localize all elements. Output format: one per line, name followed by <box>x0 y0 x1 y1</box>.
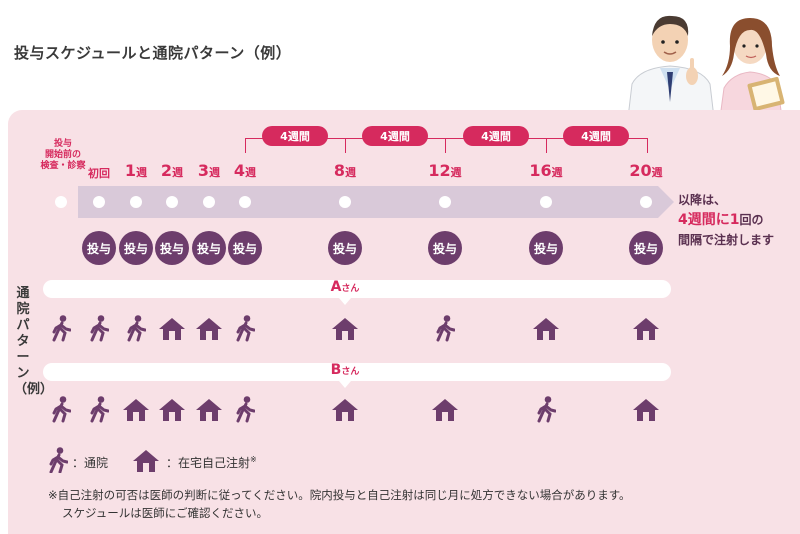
house-icon <box>633 318 659 340</box>
admin-badge: 投与 <box>228 231 262 265</box>
interval-label: 4週間 <box>262 126 328 146</box>
pre-exam-label: 投与 開始前の 検査・診察 <box>40 139 86 171</box>
house-icon <box>123 399 149 421</box>
interval-label: 4週間 <box>463 126 529 146</box>
week-label-4: 4週 <box>233 161 257 180</box>
walking-person-icon <box>236 315 255 342</box>
walking-person-icon <box>127 315 146 342</box>
visit-pattern-label: 通院パターン（例） <box>14 286 53 397</box>
week-label-3: 3週 <box>197 161 221 180</box>
timeline-dot <box>540 196 552 208</box>
timeline-dot <box>640 196 652 208</box>
house-icon <box>196 318 222 340</box>
week-label-8: 8週 <box>333 161 357 180</box>
admin-badge: 投与 <box>629 231 663 265</box>
walking-person-icon <box>52 315 71 342</box>
after-note: 以降は、 4週間に1回の 間隔で注射します <box>678 193 775 247</box>
patient-b-notch <box>339 381 351 388</box>
week-label-16: 16週 <box>529 161 563 180</box>
timeline-dot <box>166 196 178 208</box>
timeline-dot <box>203 196 215 208</box>
walking-person-icon <box>537 396 556 423</box>
house-icon <box>533 318 559 340</box>
week-label-12: 12週 <box>428 161 462 180</box>
timeline-dot <box>339 196 351 208</box>
house-icon <box>332 318 358 340</box>
house-icon <box>133 450 159 472</box>
admin-badge: 投与 <box>428 231 462 265</box>
week-label-2: 2週 <box>160 161 184 180</box>
timeline-dot <box>130 196 142 208</box>
admin-badge: 投与 <box>529 231 563 265</box>
interval-label: 4週間 <box>563 126 629 146</box>
house-icon <box>432 399 458 421</box>
walking-person-icon <box>236 396 255 423</box>
walking-person-icon <box>90 396 109 423</box>
legend-visit: ：通院 <box>72 456 109 470</box>
doctor-nurse-illustration <box>627 15 785 118</box>
house-icon <box>633 399 659 421</box>
timeline-dot <box>439 196 451 208</box>
admin-badge: 投与 <box>192 231 226 265</box>
timeline-dot <box>239 196 251 208</box>
house-icon <box>159 318 185 340</box>
timeline-dot <box>93 196 105 208</box>
walking-person-icon <box>52 396 71 423</box>
week-label-first: 初回 <box>88 167 110 180</box>
walking-person-icon <box>49 447 68 473</box>
week-label-1: 1週 <box>124 161 148 180</box>
timeline-arrow <box>78 186 674 218</box>
house-icon <box>332 399 358 421</box>
patient-a-notch <box>339 298 351 305</box>
timeline-dot-pre <box>55 196 67 208</box>
walking-person-icon <box>90 315 109 342</box>
admin-badge: 投与 <box>328 231 362 265</box>
admin-badge: 投与 <box>82 231 116 265</box>
footnote-2: スケジュールは医師にご確認ください。 <box>62 506 268 520</box>
house-icon <box>196 399 222 421</box>
page-title: 投与スケジュールと通院パターン（例） <box>14 44 292 62</box>
admin-badge: 投与 <box>119 231 153 265</box>
interval-label: 4週間 <box>362 126 428 146</box>
patient-b-bar <box>43 363 671 381</box>
legend-home: ：在宅自己注射※ <box>166 455 257 470</box>
house-icon <box>159 399 185 421</box>
walking-person-icon <box>436 315 455 342</box>
patient-a-bar <box>43 280 671 298</box>
footnote-1: ※自己注射の可否は医師の判断に従ってください。院内投与と自己注射は同じ月に処方で… <box>48 488 631 502</box>
week-label-20: 20週 <box>629 161 663 180</box>
patient-b-label: Bさん <box>330 362 360 378</box>
admin-badge: 投与 <box>155 231 189 265</box>
patient-a-label: Aさん <box>330 279 360 295</box>
